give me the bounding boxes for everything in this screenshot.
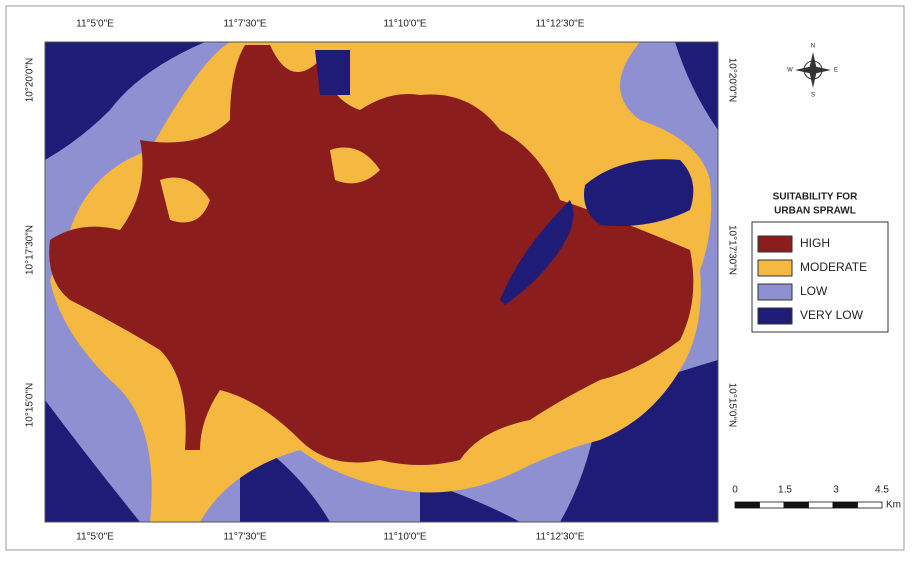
latitude-label: 10°15'0"N xyxy=(726,383,737,428)
map-figure: N E S W SUITABILITY FOR URBAN SPRAWL HIGH MODE… xyxy=(0,0,912,556)
scale-unit: Km xyxy=(886,500,901,511)
longitude-label: 11°7'30"E xyxy=(223,19,267,30)
compass-letter: E xyxy=(834,68,838,74)
latitude-label: 10°20'0"N xyxy=(726,58,737,103)
scale-label: 4.5 xyxy=(875,485,889,496)
scale-segment xyxy=(833,502,858,508)
scale-label: 0 xyxy=(732,485,738,496)
scale-segment xyxy=(735,502,760,508)
longitude-label: 11°12'30"E xyxy=(536,532,585,543)
scale-segment xyxy=(858,502,883,508)
legend-swatch xyxy=(758,284,792,300)
legend-title: SUITABILITY FOR xyxy=(773,192,858,203)
very-low-zone xyxy=(315,50,350,95)
scale-segment xyxy=(784,502,809,508)
latitude-label: 10°20'0"N xyxy=(25,58,36,103)
legend-swatch xyxy=(758,236,792,252)
scale-label: 3 xyxy=(833,485,839,496)
longitude-label: 11°12'30"E xyxy=(536,19,585,30)
legend-swatch xyxy=(758,308,792,324)
legend-label: MODERATE xyxy=(800,260,867,274)
legend-swatch xyxy=(758,260,792,276)
map-area xyxy=(45,42,718,522)
longitude-label: 11°5'0"E xyxy=(76,19,114,30)
longitude-label: 11°5'0"E xyxy=(76,532,114,543)
compass-letter: N xyxy=(811,44,815,50)
scale-label: 1.5 xyxy=(778,485,792,496)
latitude-label: 10°17'30"N xyxy=(25,225,36,275)
scale-segment xyxy=(760,502,785,508)
scale-segment xyxy=(809,502,834,508)
latitude-label: 10°17'30"N xyxy=(726,225,737,275)
longitude-label: 11°10'0"E xyxy=(383,19,427,30)
legend-label: HIGH xyxy=(800,236,830,250)
compass-letter: S xyxy=(811,93,815,99)
legend-title: URBAN SPRAWL xyxy=(774,206,856,217)
legend-label: LOW xyxy=(800,284,828,298)
longitude-label: 11°10'0"E xyxy=(383,532,427,543)
legend-label: VERY LOW xyxy=(800,308,864,322)
longitude-label: 11°7'30"E xyxy=(223,532,267,543)
latitude-label: 10°15'0"N xyxy=(25,383,36,428)
compass-letter: W xyxy=(787,68,793,74)
